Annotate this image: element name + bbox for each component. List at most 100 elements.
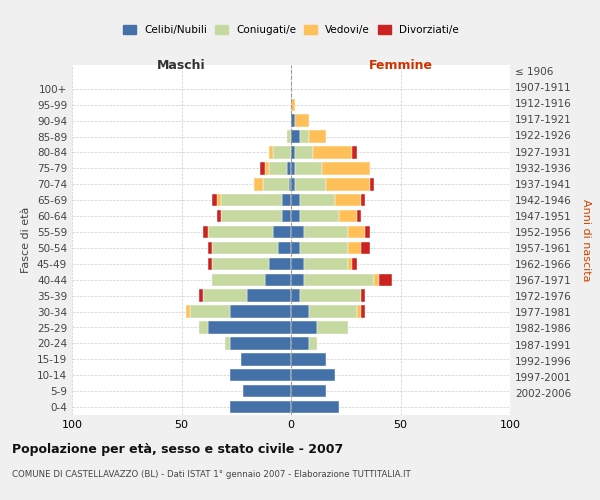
Bar bbox=[274, 146, 291, 158]
Bar bbox=[265, 162, 269, 174]
Bar bbox=[291, 114, 295, 127]
Bar bbox=[230, 306, 291, 318]
Bar bbox=[300, 210, 339, 222]
Bar bbox=[291, 258, 304, 270]
Bar bbox=[291, 385, 326, 398]
Bar bbox=[339, 210, 356, 222]
Bar bbox=[291, 162, 295, 174]
Bar bbox=[287, 130, 291, 143]
Bar bbox=[291, 146, 295, 158]
Bar bbox=[208, 226, 274, 238]
Bar bbox=[300, 130, 308, 143]
Bar bbox=[300, 290, 361, 302]
Bar bbox=[203, 226, 208, 238]
Text: Femmine: Femmine bbox=[368, 59, 433, 72]
Bar bbox=[247, 290, 291, 302]
Bar bbox=[217, 194, 221, 206]
Bar bbox=[361, 290, 365, 302]
Bar bbox=[226, 337, 230, 349]
Bar bbox=[190, 306, 230, 318]
Bar bbox=[230, 369, 291, 382]
Bar bbox=[304, 226, 348, 238]
Bar bbox=[282, 210, 291, 222]
Bar bbox=[348, 258, 352, 270]
Bar bbox=[291, 98, 295, 111]
Bar bbox=[199, 322, 208, 334]
Bar bbox=[221, 194, 282, 206]
Bar bbox=[304, 258, 348, 270]
Bar bbox=[308, 337, 317, 349]
Bar bbox=[300, 242, 348, 254]
Bar bbox=[291, 210, 300, 222]
Bar bbox=[308, 306, 356, 318]
Bar bbox=[291, 226, 304, 238]
Bar bbox=[317, 322, 348, 334]
Bar bbox=[291, 369, 335, 382]
Bar bbox=[348, 226, 365, 238]
Bar bbox=[291, 194, 300, 206]
Text: Maschi: Maschi bbox=[157, 59, 206, 72]
Bar bbox=[282, 194, 291, 206]
Bar bbox=[208, 242, 212, 254]
Bar bbox=[199, 290, 203, 302]
Bar bbox=[269, 258, 291, 270]
Text: Popolazione per età, sesso e stato civile - 2007: Popolazione per età, sesso e stato civil… bbox=[12, 442, 343, 456]
Bar bbox=[291, 290, 300, 302]
Bar bbox=[356, 210, 361, 222]
Bar bbox=[203, 290, 247, 302]
Bar bbox=[221, 210, 282, 222]
Bar bbox=[348, 242, 361, 254]
Bar bbox=[260, 162, 265, 174]
Bar bbox=[212, 194, 217, 206]
Bar bbox=[291, 274, 304, 286]
Bar bbox=[269, 162, 287, 174]
Bar bbox=[274, 226, 291, 238]
Bar bbox=[230, 337, 291, 349]
Legend: Celibi/Nubili, Coniugati/e, Vedovi/e, Divorziati/e: Celibi/Nubili, Coniugati/e, Vedovi/e, Di… bbox=[123, 24, 459, 35]
Bar bbox=[208, 322, 291, 334]
Bar bbox=[291, 242, 300, 254]
Bar bbox=[374, 274, 379, 286]
Bar bbox=[254, 178, 263, 190]
Y-axis label: Anni di nascita: Anni di nascita bbox=[581, 198, 591, 281]
Bar bbox=[295, 162, 322, 174]
Bar bbox=[278, 242, 291, 254]
Bar bbox=[352, 146, 356, 158]
Bar bbox=[300, 194, 335, 206]
Bar bbox=[243, 385, 291, 398]
Y-axis label: Fasce di età: Fasce di età bbox=[22, 207, 31, 273]
Bar bbox=[356, 306, 361, 318]
Bar bbox=[326, 178, 370, 190]
Bar bbox=[217, 210, 221, 222]
Bar bbox=[241, 353, 291, 366]
Bar bbox=[291, 337, 308, 349]
Bar bbox=[212, 242, 278, 254]
Bar bbox=[212, 274, 265, 286]
Bar bbox=[287, 162, 291, 174]
Bar bbox=[361, 306, 365, 318]
Bar bbox=[291, 401, 339, 413]
Bar bbox=[370, 178, 374, 190]
Bar bbox=[186, 306, 190, 318]
Bar bbox=[352, 258, 356, 270]
Bar bbox=[265, 274, 291, 286]
Bar bbox=[289, 178, 291, 190]
Bar bbox=[295, 146, 313, 158]
Bar bbox=[295, 114, 308, 127]
Bar bbox=[308, 130, 326, 143]
Bar bbox=[291, 178, 295, 190]
Bar bbox=[361, 242, 370, 254]
Bar bbox=[291, 322, 317, 334]
Bar bbox=[335, 194, 361, 206]
Bar bbox=[291, 306, 308, 318]
Bar bbox=[365, 226, 370, 238]
Bar bbox=[361, 194, 365, 206]
Bar bbox=[269, 146, 274, 158]
Bar bbox=[291, 353, 326, 366]
Bar bbox=[230, 401, 291, 413]
Bar bbox=[322, 162, 370, 174]
Bar bbox=[304, 274, 374, 286]
Bar bbox=[295, 178, 326, 190]
Bar bbox=[263, 178, 289, 190]
Bar bbox=[313, 146, 352, 158]
